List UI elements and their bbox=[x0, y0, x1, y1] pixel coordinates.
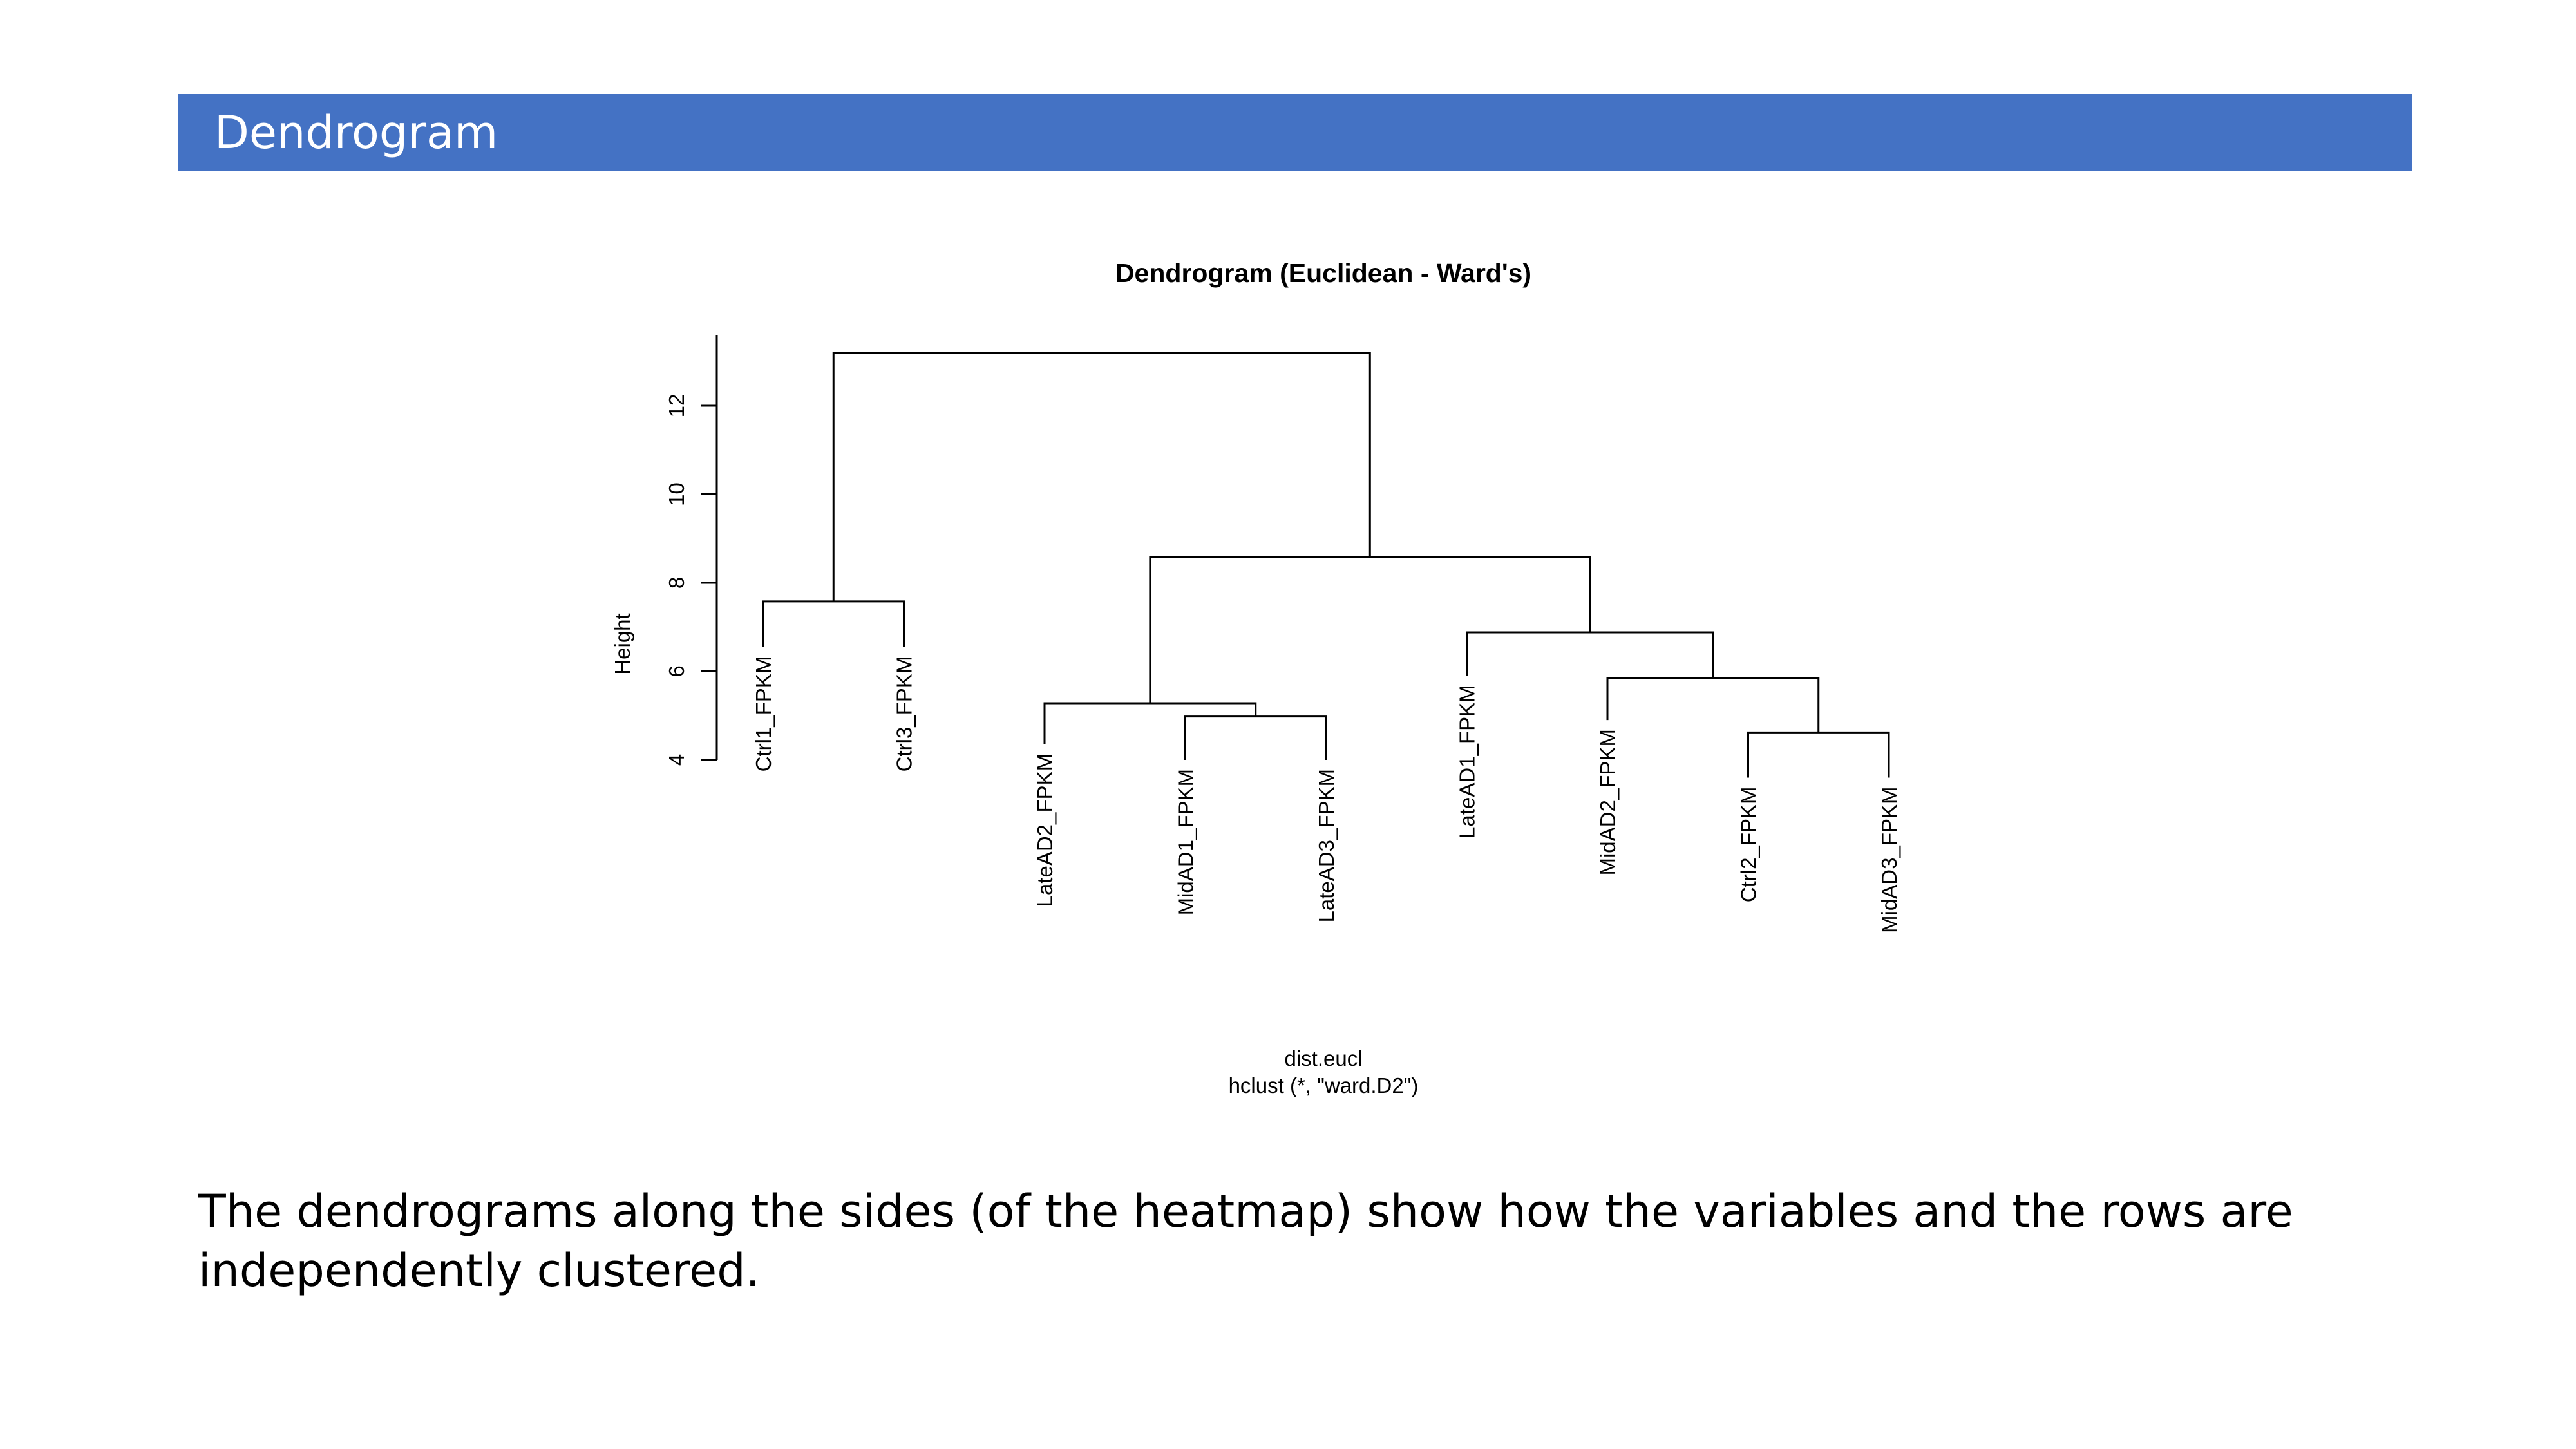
y-axis-label: Height bbox=[611, 613, 634, 674]
y-tick-label: 4 bbox=[665, 754, 688, 766]
leaf-label: MidAD3_FPKM bbox=[1877, 787, 1901, 933]
leaf-label: LateAD3_FPKM bbox=[1314, 769, 1338, 922]
dendrogram-branch bbox=[1466, 631, 1714, 678]
dendrogram-branch bbox=[1043, 702, 1257, 744]
y-tick-label: 10 bbox=[665, 482, 688, 506]
title-banner: Dendrogram bbox=[178, 94, 2412, 171]
leaf-label: Ctrl1_FPKM bbox=[752, 656, 775, 772]
y-tick-label: 6 bbox=[665, 665, 688, 677]
x-axis-label: dist.eucl bbox=[1284, 1046, 1362, 1070]
dendrogram-branch bbox=[1184, 715, 1327, 760]
y-tick-label: 12 bbox=[665, 394, 688, 418]
leaf-label: MidAD2_FPKM bbox=[1596, 729, 1620, 875]
leaf-label: MidAD1_FPKM bbox=[1174, 769, 1198, 915]
leaf-label: LateAD2_FPKM bbox=[1033, 753, 1057, 907]
dendrogram-branch bbox=[762, 600, 905, 647]
dendrogram-branch bbox=[1747, 731, 1890, 778]
leaf-label: Ctrl2_FPKM bbox=[1737, 787, 1761, 903]
dendrogram-branch bbox=[832, 352, 1371, 601]
slide-title: Dendrogram bbox=[214, 106, 498, 159]
leaf-label: Ctrl3_FPKM bbox=[893, 656, 916, 772]
dendrogram-branches bbox=[762, 352, 1890, 778]
leaf-label: LateAD1_FPKM bbox=[1455, 685, 1479, 838]
y-axis: 4 6 8 10 12 bbox=[665, 335, 718, 766]
dendrogram-branch bbox=[1149, 556, 1591, 703]
slide-caption: The dendrograms along the sides (of the … bbox=[198, 1185, 2293, 1297]
dendrogram-branch bbox=[1606, 677, 1820, 733]
chart-subtitle: hclust (*, "ward.D2") bbox=[1229, 1074, 1419, 1097]
y-tick-label: 8 bbox=[665, 577, 688, 589]
leaf-labels: Ctrl1_FPKM Ctrl3_FPKM LateAD2_FPKM MidAD1_F… bbox=[752, 656, 1901, 933]
chart-title: Dendrogram (Euclidean - Ward's) bbox=[1115, 258, 1531, 288]
